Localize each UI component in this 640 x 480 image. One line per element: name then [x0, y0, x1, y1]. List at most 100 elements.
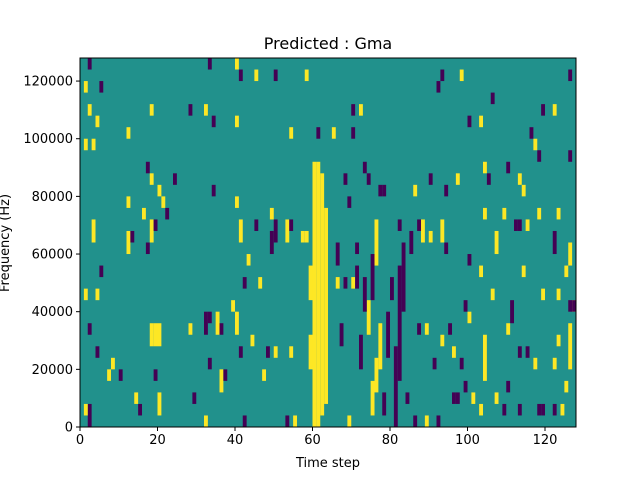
- heatmap-cell: [494, 230, 499, 255]
- heatmap-cell: [153, 369, 158, 381]
- heatmap-cell: [444, 184, 449, 197]
- y-axis-label: Frequency (Hz): [0, 194, 13, 292]
- heatmap-cell: [494, 392, 499, 404]
- heatmap-cell: [142, 207, 146, 220]
- heatmap-cell: [370, 380, 375, 416]
- heatmap-cell: [568, 242, 573, 266]
- heatmap-cell: [273, 219, 278, 243]
- heatmap-cell: [107, 369, 112, 381]
- heatmap-cell: [467, 254, 472, 266]
- heatmap-cell: [401, 242, 406, 312]
- heatmap-cell: [289, 219, 294, 231]
- heatmap-cell: [525, 219, 530, 231]
- heatmap-cell: [87, 403, 92, 427]
- heatmap-cell: [537, 403, 542, 416]
- x-tick-label: 0: [76, 433, 84, 448]
- y-tick-label: 0: [65, 421, 73, 436]
- heatmap-cell: [483, 207, 487, 220]
- heatmap-cell: [362, 277, 367, 312]
- heatmap-cell: [378, 323, 383, 370]
- heatmap-cell: [405, 392, 410, 404]
- heatmap-cell: [335, 277, 340, 289]
- heatmap-cell: [359, 104, 363, 116]
- heatmap-cell: [521, 184, 526, 197]
- heatmap-cell: [440, 219, 445, 243]
- heatmap-cell: [316, 161, 321, 427]
- heatmap-cell: [153, 219, 158, 231]
- heatmap-cell: [304, 230, 309, 243]
- heatmap-cell: [238, 346, 243, 358]
- heatmap-cell: [440, 69, 445, 82]
- heatmap-cell: [246, 254, 251, 266]
- heatmap-cell: [533, 357, 538, 370]
- x-tick-label: 60: [304, 433, 321, 448]
- heatmap-cell: [238, 69, 243, 82]
- heatmap-cell: [254, 69, 259, 82]
- heatmap-cell: [568, 150, 573, 162]
- y-axis: 0 20000 40000 60000 80000 100000 120000: [23, 75, 80, 436]
- heatmap-cell: [83, 403, 88, 416]
- heatmap-cell: [568, 69, 573, 82]
- y-tick-label: 120000: [23, 75, 73, 90]
- heatmap-cells: [83, 58, 577, 427]
- heatmap-cell: [444, 242, 449, 255]
- heatmap-cell: [541, 104, 546, 116]
- heatmap-cell: [149, 104, 154, 116]
- heatmap-cell: [370, 254, 375, 301]
- heatmap-cell: [424, 323, 429, 335]
- x-tick-label: 20: [149, 433, 166, 448]
- heatmap-cell: [483, 334, 487, 381]
- heatmap-cell: [130, 230, 135, 243]
- heatmap-cell: [149, 219, 154, 243]
- heatmap-cell: [382, 392, 387, 416]
- plot-frame: [79, 57, 577, 428]
- heatmap-cell: [355, 242, 360, 255]
- heatmap-cell: [409, 230, 414, 255]
- y-tick-label: 40000: [32, 305, 73, 320]
- heatmap-cell: [273, 69, 278, 82]
- heatmap-cell: [417, 323, 422, 335]
- heatmap-cell: [207, 58, 212, 70]
- heatmap-cell: [502, 403, 507, 416]
- heatmap-cell: [421, 219, 425, 243]
- heatmap-cell: [87, 58, 92, 70]
- heatmap-cell: [556, 207, 561, 220]
- heatmap-cell: [308, 334, 313, 370]
- chart-title: Predicted : Gma: [264, 34, 392, 53]
- heatmap-cell: [560, 403, 565, 416]
- heatmap-cell: [463, 300, 468, 312]
- heatmap-cell: [343, 173, 348, 185]
- heatmap-cell: [479, 403, 484, 416]
- heatmap-cell: [459, 69, 464, 82]
- plot-area: [79, 57, 577, 428]
- heatmap-cell: [517, 346, 522, 358]
- heatmap-cell: [83, 138, 88, 151]
- heatmap-cell: [541, 288, 546, 301]
- heatmap-cell: [351, 104, 356, 116]
- heatmap-cell: [254, 219, 259, 231]
- heatmap-cell: [413, 415, 418, 427]
- heatmap-cell: [126, 230, 131, 255]
- y-tick-label: 20000: [32, 363, 73, 378]
- heatmap-cell: [417, 219, 422, 231]
- heatmap-cell: [564, 265, 569, 278]
- heatmap-cell: [300, 230, 305, 243]
- heatmap-cell: [459, 357, 464, 370]
- heatmap-cell: [304, 69, 309, 82]
- heatmap-cell: [192, 392, 197, 404]
- heatmap-cell: [207, 311, 212, 324]
- heatmap-cell: [452, 392, 456, 404]
- heatmap-cell: [99, 265, 104, 278]
- heatmap-cell: [324, 207, 329, 404]
- heatmap-cell: [83, 81, 88, 93]
- heatmap-cell: [269, 207, 274, 220]
- heatmap-cell: [161, 196, 166, 208]
- heatmap-cell: [386, 311, 391, 358]
- heatmap-cell: [428, 230, 433, 243]
- heatmap-cell: [413, 184, 418, 197]
- heatmap-cell: [289, 346, 294, 358]
- heatmap-cell: [235, 115, 239, 128]
- heatmap-cell: [452, 346, 456, 358]
- heatmap-cell: [211, 184, 216, 197]
- heatmap-cell: [514, 219, 518, 231]
